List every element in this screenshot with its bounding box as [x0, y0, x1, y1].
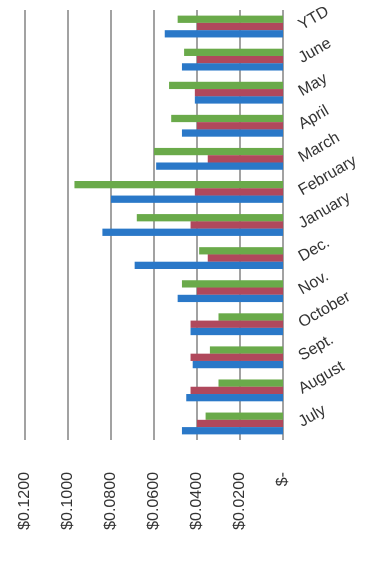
y-tick-label: $0.1000 — [59, 472, 76, 530]
category-label: Sept. — [296, 331, 337, 364]
y-tick-label: $0.1200 — [16, 472, 33, 530]
y-tick-label: $0.0800 — [102, 472, 119, 530]
bar — [218, 379, 283, 387]
bar — [177, 15, 283, 23]
bar — [197, 22, 283, 31]
bar — [134, 261, 283, 269]
bar — [169, 81, 283, 90]
bar — [186, 394, 283, 402]
category-label: June — [296, 35, 335, 67]
category-label: YTD — [296, 3, 332, 34]
bar — [177, 294, 283, 303]
bar — [190, 320, 283, 328]
y-tick-label: $0.0200 — [231, 472, 248, 530]
bar — [171, 114, 283, 123]
bar — [156, 162, 283, 170]
y-tick-label: $0.0400 — [188, 472, 205, 530]
bar — [102, 228, 284, 236]
category-label: May — [296, 70, 331, 100]
bar — [199, 247, 283, 255]
bar — [197, 419, 283, 428]
bar — [197, 122, 283, 130]
bar — [207, 155, 283, 163]
bar — [111, 195, 283, 203]
bar — [218, 313, 283, 321]
y-tick-label: $0.0600 — [145, 472, 162, 530]
bar — [190, 386, 283, 395]
bar — [194, 96, 283, 104]
bar — [181, 427, 283, 435]
bar — [164, 30, 283, 38]
bar — [194, 188, 283, 196]
bar — [74, 181, 283, 189]
bar — [197, 55, 283, 64]
bar — [181, 129, 283, 137]
bar — [181, 280, 283, 288]
category-label: Nov. — [296, 268, 332, 299]
bar — [190, 327, 283, 336]
bar — [194, 89, 283, 97]
category-label: April — [296, 102, 332, 133]
bar — [205, 412, 283, 420]
y-tick-label: $- — [274, 472, 291, 486]
category-label: July — [296, 402, 329, 431]
bar — [190, 353, 283, 361]
category-label: Dec. — [296, 234, 333, 265]
bar — [192, 360, 283, 369]
bar — [154, 147, 283, 156]
bar — [197, 287, 283, 295]
bar — [184, 48, 283, 56]
bar — [136, 214, 283, 222]
bar — [181, 63, 283, 71]
bar — [190, 221, 283, 229]
bar — [207, 254, 283, 262]
bar — [209, 346, 283, 354]
